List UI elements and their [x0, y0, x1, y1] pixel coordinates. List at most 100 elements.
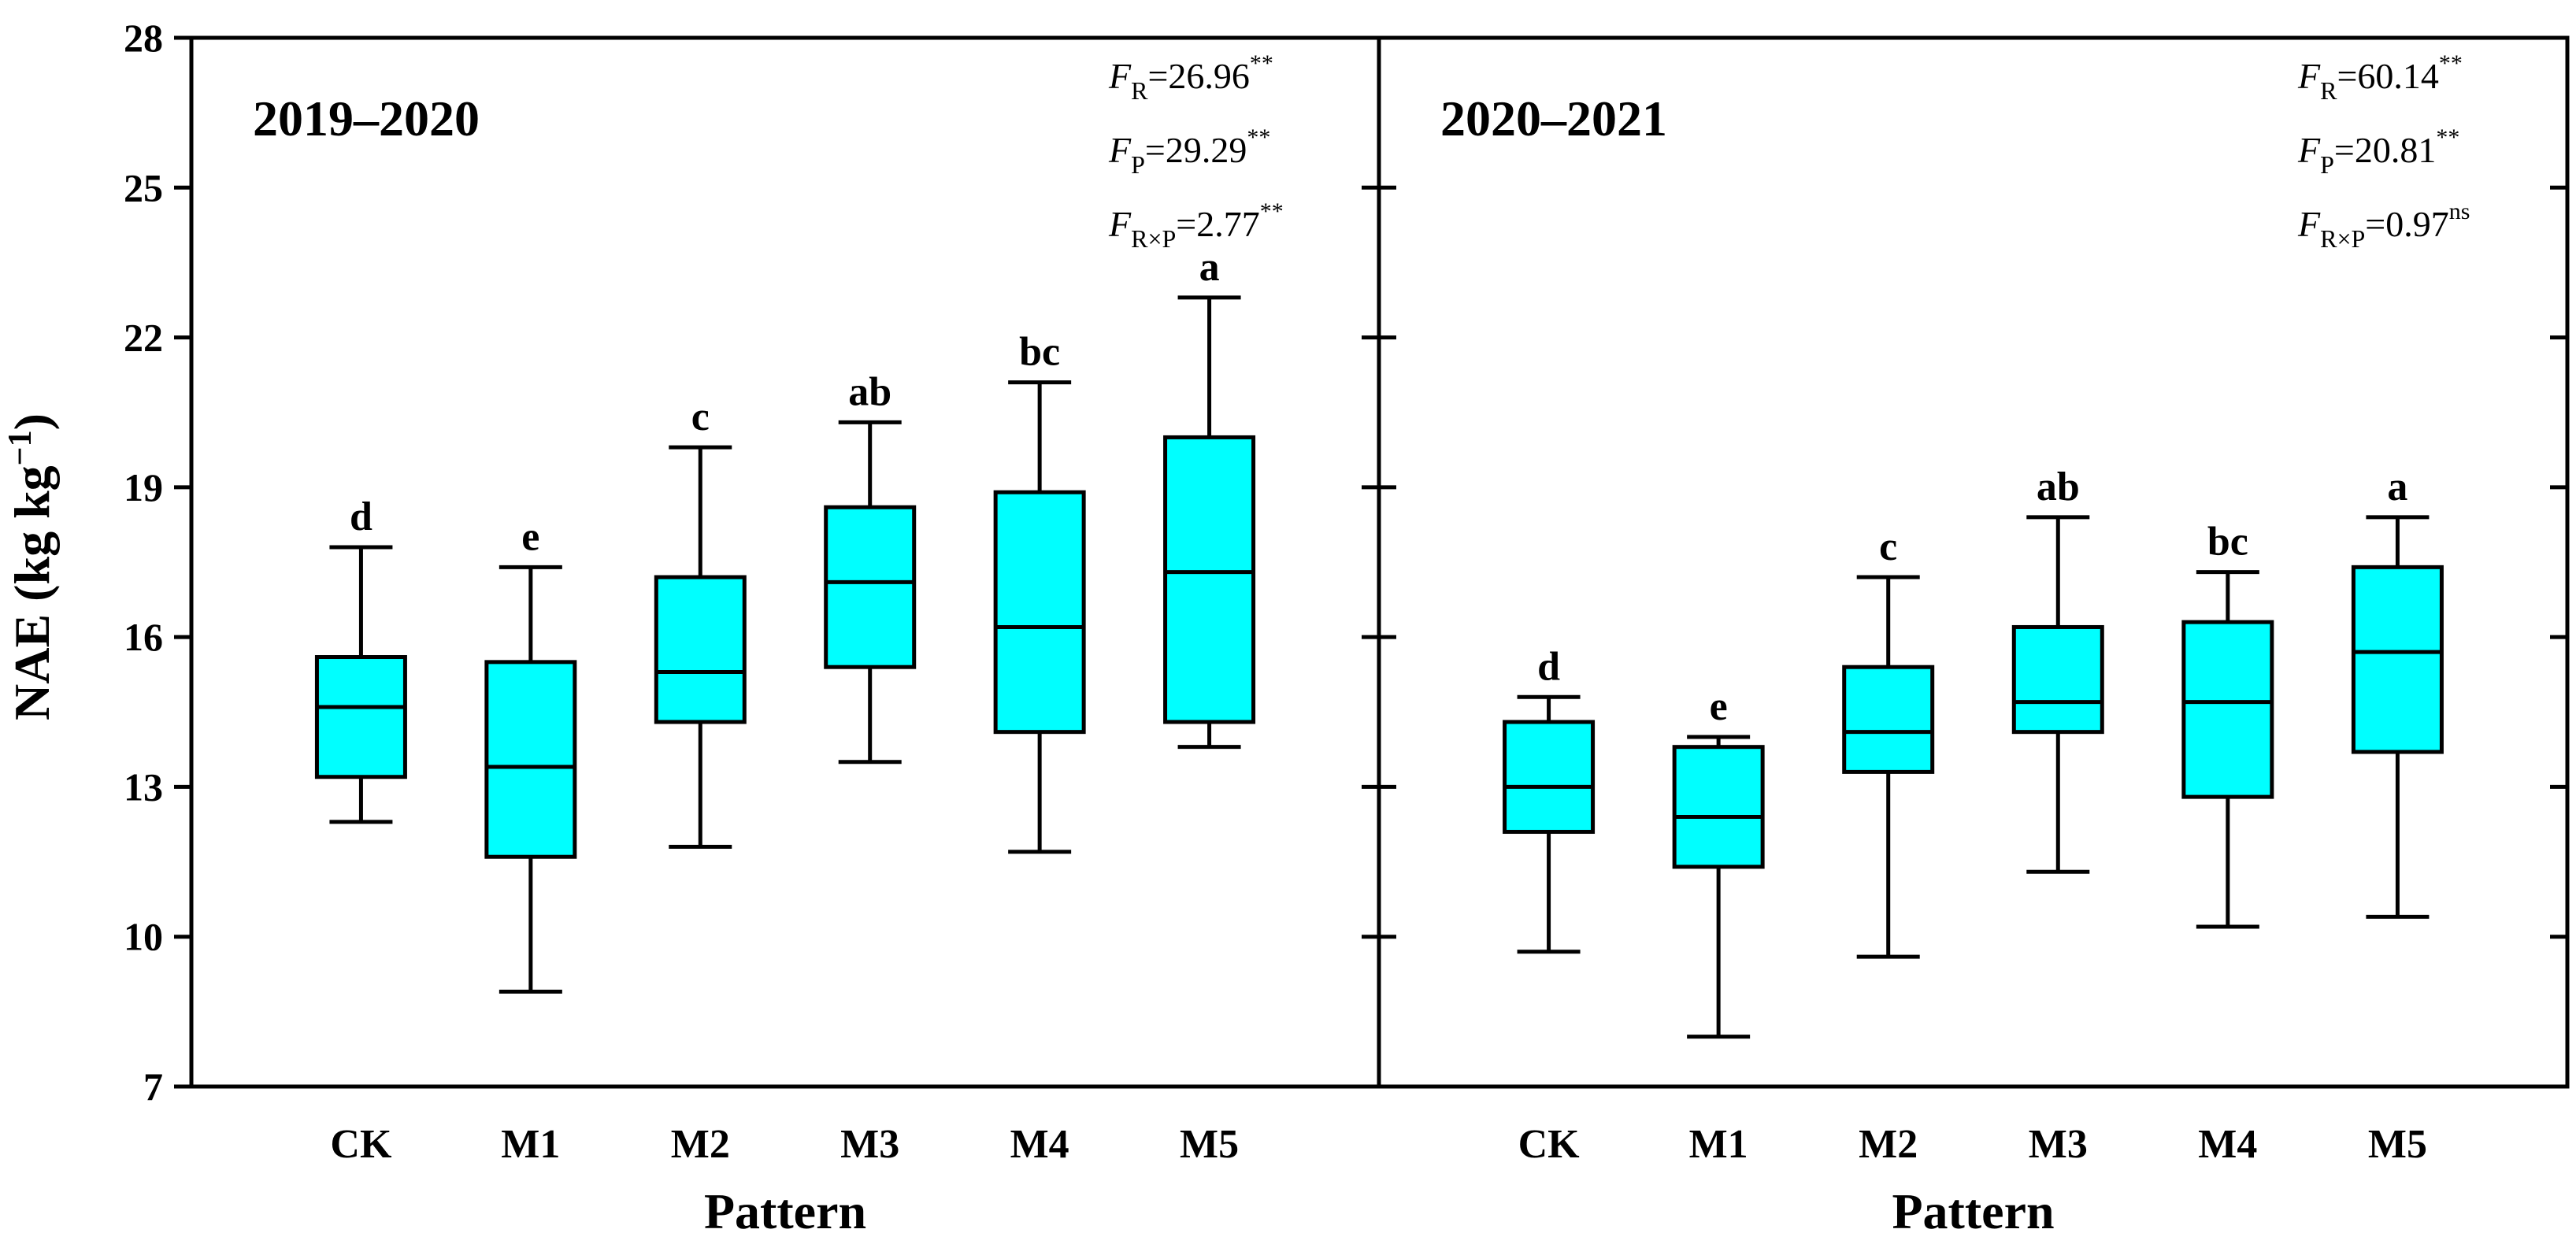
y-tick-label: 16: [124, 615, 163, 659]
f-value: =29.29: [1145, 130, 1247, 170]
iqr-box: [824, 505, 917, 669]
f-stat-p: FP=29.29**: [1108, 124, 1270, 179]
box-m2: c M2: [1842, 524, 1935, 1167]
axis-labels: NAE (kg kg−1) Pattern Pattern: [2, 413, 2055, 1239]
significance-letter: bc: [1019, 330, 1060, 375]
x-tick-label: M4: [1010, 1122, 1069, 1167]
f-significance: **: [1247, 124, 1270, 150]
box-m2: c M2: [654, 394, 747, 1167]
significance-letter: ab: [848, 369, 891, 414]
box-m5: a M5: [1163, 245, 1256, 1167]
panel-title: 2019–2020: [253, 91, 480, 146]
box-ck: d CK: [314, 494, 407, 1167]
f-value: =20.81: [2334, 130, 2436, 170]
significance-letter: a: [1199, 245, 1220, 290]
iqr-box: [654, 575, 747, 724]
f-value: =60.14: [2337, 56, 2438, 96]
box-m3: ab M3: [824, 369, 917, 1167]
f-symbol: F: [2297, 130, 2321, 170]
y-tick-label: 22: [124, 316, 163, 360]
x-tick-label: M2: [1859, 1122, 1918, 1167]
f-subscript: R: [1131, 76, 1148, 105]
iqr-box: [993, 490, 1086, 735]
f-symbol: F: [1108, 56, 1132, 96]
f-symbol: F: [2297, 204, 2321, 244]
box-m1: e M1: [484, 514, 577, 1167]
y-tick-label: 19: [124, 465, 163, 509]
significance-letter: e: [521, 514, 539, 559]
y-tick-label: 28: [124, 16, 163, 60]
iqr-box: [2181, 620, 2274, 799]
f-significance: **: [1260, 198, 1284, 224]
y-axis-title-text: NAE (kg kg: [4, 465, 60, 720]
f-subscript: R×P: [2320, 224, 2365, 253]
f-value: =2.77: [1176, 204, 1259, 244]
iqr-box: [1842, 665, 1935, 774]
box-ck: d CK: [1503, 644, 1596, 1167]
significance-letter: ab: [2037, 465, 2080, 509]
significance-letter: e: [1710, 684, 1728, 729]
y-tick-label: 13: [124, 765, 163, 809]
panel-title: 2020–2021: [1440, 91, 1667, 146]
significance-letter: d: [1537, 644, 1560, 689]
iqr-box: [1503, 720, 1596, 835]
significance-letter: c: [1879, 524, 1897, 569]
iqr-box: [1163, 435, 1256, 724]
f-stat-rxp: FR×P=2.77**: [1108, 198, 1284, 253]
f-subscript: R: [2320, 76, 2337, 105]
significance-letter: d: [350, 494, 373, 539]
iqr-box: [2351, 565, 2444, 754]
significance-letter: c: [691, 394, 710, 439]
f-value: =26.96: [1147, 56, 1249, 96]
y-axis-title: NAE (kg kg−1): [2, 413, 60, 720]
f-subscript: P: [2320, 150, 2334, 179]
f-subscript: P: [1131, 150, 1145, 179]
x-tick-label: M1: [1689, 1122, 1748, 1167]
x-axis-title: Pattern: [704, 1183, 866, 1239]
iqr-box: [1672, 745, 1765, 869]
x-tick-label: M2: [671, 1122, 730, 1167]
iqr-box: [2011, 624, 2104, 735]
y-tick-label: 10: [124, 915, 163, 959]
f-symbol: F: [2297, 56, 2321, 96]
significance-letter: bc: [2207, 520, 2248, 565]
y-axis-title-close: ): [4, 413, 60, 430]
f-significance: **: [2439, 50, 2463, 76]
x-tick-label: M3: [840, 1122, 899, 1167]
x-tick-label: M1: [501, 1122, 560, 1167]
f-significance: **: [1250, 50, 1273, 76]
x-tick-label: CK: [330, 1122, 392, 1167]
y-tick-label: 7: [143, 1064, 163, 1109]
y-axis-title-sup: −1: [2, 430, 39, 465]
significance-letter: a: [2387, 465, 2407, 509]
x-tick-label: CK: [1518, 1122, 1581, 1167]
x-tick-label: M4: [2198, 1122, 2257, 1167]
f-significance: ns: [2449, 198, 2470, 224]
f-value: =0.97: [2365, 204, 2448, 244]
panel-2: 2020–2021FR=60.14**FP=20.81**FR×P=0.97ns…: [1440, 50, 2470, 1167]
x-tick-label: M5: [1180, 1122, 1239, 1167]
f-stat-rxp: FR×P=0.97ns: [2297, 198, 2470, 253]
f-significance: **: [2436, 124, 2459, 150]
box-m4: bc M4: [2181, 520, 2274, 1167]
panel-1: 2019–2020FR=26.96**FP=29.29**FR×P=2.77**…: [253, 50, 1284, 1167]
box-m3: ab M3: [2011, 465, 2104, 1167]
f-symbol: F: [1108, 130, 1132, 170]
f-subscript: R×P: [1131, 224, 1176, 253]
x-tick-label: M3: [2029, 1122, 2088, 1167]
iqr-box: [484, 660, 577, 859]
box-m5: a M5: [2351, 465, 2444, 1167]
x-axis-title: Pattern: [1892, 1183, 2054, 1239]
x-tick-label: M5: [2368, 1122, 2427, 1167]
y-tick-label: 25: [124, 165, 163, 209]
box-m4: bc M4: [993, 330, 1086, 1167]
f-stat-p: FP=20.81**: [2297, 124, 2459, 179]
f-stat-r: FR=60.14**: [2297, 50, 2463, 105]
y-axis-ticks: 7 10 13 16 19 22 25 28: [124, 16, 2567, 1109]
f-symbol: F: [1108, 204, 1132, 244]
f-stat-r: FR=26.96**: [1108, 50, 1273, 105]
box-m1: e M1: [1672, 684, 1765, 1167]
iqr-box: [314, 655, 407, 779]
panels: 2019–2020FR=26.96**FP=29.29**FR×P=2.77**…: [253, 50, 2470, 1167]
